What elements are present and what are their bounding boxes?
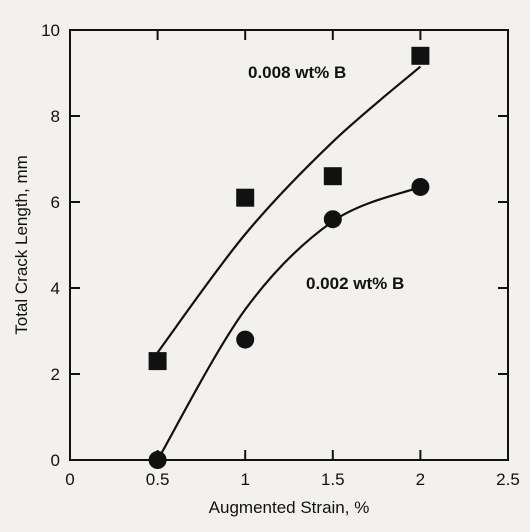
tick-labels: 0 0.5 1 1.5 2 2.5 0 2 4 6 8 10 [41,21,520,489]
square-marker [323,167,342,186]
x-axis-title: Augmented Strain, % [209,498,370,517]
y-tick-label: 10 [41,21,60,40]
circle-marker [236,330,255,349]
trend-lines [156,65,422,461]
square-marker [411,46,430,65]
circle-marker [148,451,167,469]
x-tick-label: 1.5 [321,470,345,489]
x-tick-label: 0 [65,470,74,489]
x-tick-label: 2 [416,470,425,489]
trend-line-0008 [156,65,422,354]
circle-marker [411,177,430,196]
circle-marker [323,210,342,229]
data-points [148,46,430,469]
y-tick-label: 6 [51,193,60,212]
plot-frame [69,29,509,461]
y-tick-label: 0 [51,451,60,470]
tick-marks [69,29,509,461]
x-tick-label: 1 [240,470,249,489]
trend-line-0002 [156,185,421,461]
y-axis-title: Total Crack Length, mm [12,155,31,335]
series-label-0008: 0.008 wt% B [248,63,346,82]
y-tick-label: 2 [51,365,60,384]
square-marker [236,188,255,207]
y-tick-label: 4 [51,279,60,298]
series-label-0002: 0.002 wt% B [306,274,404,293]
square-marker [148,352,167,371]
y-tick-label: 8 [51,107,60,126]
x-tick-label: 0.5 [146,470,170,489]
x-tick-label: 2.5 [496,470,520,489]
